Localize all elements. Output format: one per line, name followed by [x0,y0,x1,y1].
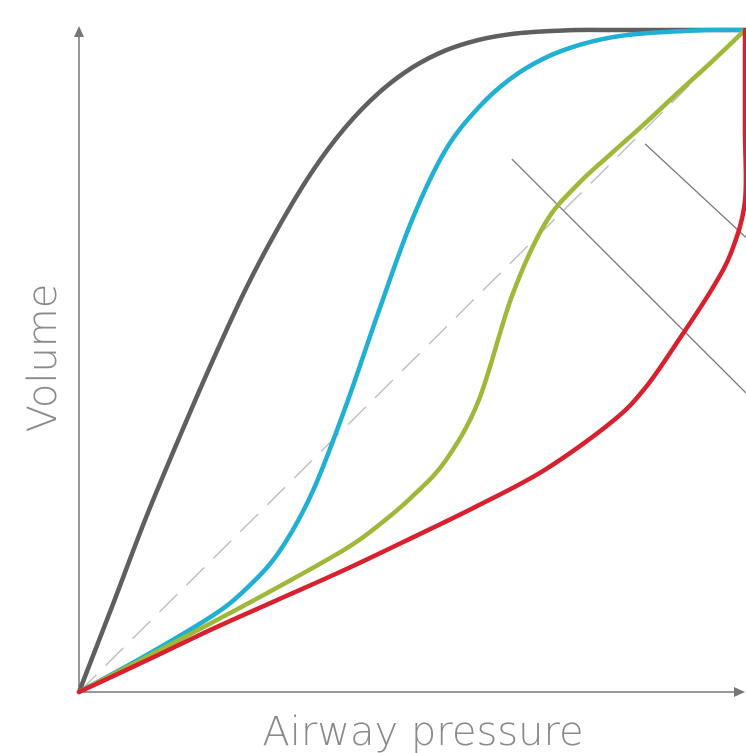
y-axis-label: Volume [20,284,66,433]
series-layer [76,27,746,695]
y-axis-arrow-icon [74,26,84,37]
x-axis-label: Airway pressure [262,709,583,753]
series-line-1 [76,27,746,695]
series-line-3 [76,27,746,695]
annotation-line-1 [511,158,746,394]
x-axis-arrow-icon [734,687,745,697]
series-line-4 [76,27,746,695]
series-line-2 [76,27,746,695]
reference-dashed-line [78,29,746,693]
axes [74,26,745,697]
annotation-lines [511,143,746,394]
annotation-line-2 [644,143,746,239]
